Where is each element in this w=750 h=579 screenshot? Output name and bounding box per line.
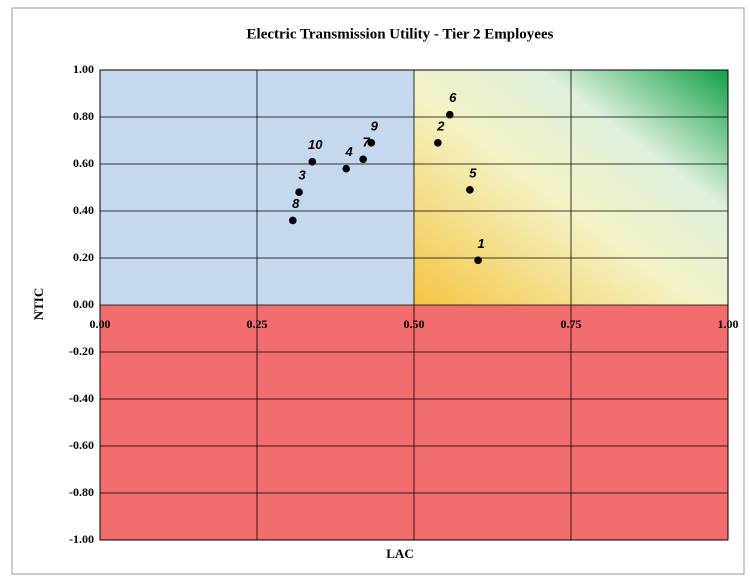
chart-title: Electric Transmission Utility - Tier 2 E… — [247, 26, 554, 42]
point-label: 8 — [292, 196, 300, 211]
point-label: 7 — [363, 135, 371, 150]
y-tick-label: -0.60 — [69, 438, 94, 452]
point — [295, 188, 303, 196]
x-tick-label: 0.75 — [561, 317, 582, 331]
y-tick-label: 1.00 — [73, 62, 94, 76]
point — [445, 110, 454, 119]
y-tick-label: 0.60 — [73, 156, 94, 170]
point — [367, 139, 376, 147]
y-tick-label: 0.40 — [73, 203, 94, 217]
point — [466, 186, 474, 194]
y-axis-label: NTIC — [31, 288, 46, 321]
point-label: 6 — [449, 90, 457, 105]
point-label: 5 — [469, 165, 477, 180]
x-axis-label: LAC — [386, 546, 413, 561]
point — [342, 164, 350, 173]
point-label: 4 — [345, 144, 354, 159]
point — [474, 256, 482, 265]
point — [434, 139, 442, 147]
x-tick-label: 0.25 — [247, 317, 268, 331]
plot-border — [99, 69, 729, 541]
point — [359, 155, 367, 164]
point-label: 9 — [371, 118, 379, 133]
frame — [11, 7, 745, 575]
point-label: 3 — [298, 168, 306, 183]
point-label: 10 — [308, 137, 323, 152]
y-tick-label: 0.80 — [73, 109, 94, 123]
x-tick-label: 1.00 — [718, 317, 739, 331]
point — [308, 157, 317, 166]
y-tick-label: -0.40 — [69, 391, 94, 405]
y-tick-label: 0.20 — [73, 250, 94, 264]
y-tick-label: -0.20 — [69, 344, 94, 358]
point-label: 2 — [436, 118, 445, 133]
y-tick-label: -1.00 — [69, 532, 94, 546]
point-label: 1 — [477, 236, 484, 251]
x-tick-label: 0.00 — [90, 317, 111, 331]
x-tick-label: 0.50 — [404, 317, 425, 331]
y-tick-label: 0.00 — [73, 297, 94, 311]
point — [288, 216, 297, 225]
y-tick-label: -0.80 — [69, 485, 94, 499]
